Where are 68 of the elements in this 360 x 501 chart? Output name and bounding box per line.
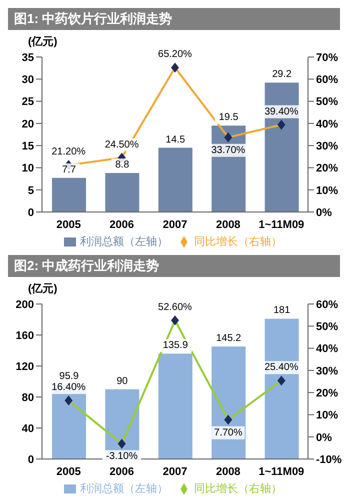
y-axis-title: (亿元): [28, 35, 58, 49]
data-label: 39.40%: [264, 106, 298, 118]
x-tick-label: 2007: [162, 466, 188, 478]
y-tick-label: 5: [28, 184, 34, 197]
y2-tick-label: 30%: [316, 140, 338, 152]
legend-label: 同比增长（右轴）: [194, 236, 282, 248]
data-label: 181: [273, 305, 291, 316]
x-tick-label: 2005: [56, 218, 81, 231]
data-label: 19.5: [218, 112, 239, 124]
y2-tick-label: 10%: [316, 410, 338, 422]
data-label: 16.40%: [52, 382, 86, 394]
y2-tick-label: 10%: [316, 184, 338, 197]
y2-tick-label: 50%: [316, 321, 338, 334]
y2-tick-label: 60%: [316, 298, 338, 311]
data-label: 29.2: [272, 69, 292, 80]
y2-tick-label: 50%: [316, 96, 338, 108]
data-label: 52.60%: [158, 302, 192, 313]
y-tick-label: 0: [28, 454, 34, 466]
y-tick-label: 10: [22, 162, 34, 175]
data-label: 145.2: [216, 332, 242, 344]
data-label: 7.70%: [214, 427, 242, 438]
y-tick-label: 15: [22, 140, 34, 152]
y-tick-label: 20: [22, 118, 34, 130]
x-tick-label: 2006: [110, 218, 134, 231]
legend-label: 利润总额（左轴）: [80, 236, 168, 248]
x-tick-label: 1~11M09: [258, 218, 304, 231]
data-label: 24.50%: [104, 139, 139, 150]
chart-title: 图1: 中药饮片行业利润走势: [8, 8, 340, 30]
legend-label: 利润总额（左轴）: [80, 483, 168, 495]
x-tick-label: 2008: [216, 466, 240, 478]
data-label: 95.9: [59, 371, 80, 382]
x-tick-label: 2006: [110, 466, 134, 478]
data-label: 25.40%: [264, 362, 298, 374]
y2-tick-label: 70%: [316, 52, 338, 64]
data-label: 65.20%: [158, 49, 192, 60]
x-tick-label: 2007: [162, 218, 188, 231]
x-tick-label: 1~11M09: [258, 466, 304, 478]
y-tick-label: 30: [22, 74, 34, 86]
y-axis-title: (亿元): [28, 282, 58, 296]
data-label: 21.20%: [52, 146, 86, 158]
y2-tick-label: 60%: [316, 74, 338, 86]
data-label: 8.8: [115, 160, 130, 171]
legend-label: 同比增长（右轴）: [194, 483, 282, 495]
data-label: 7.7: [62, 164, 76, 176]
x-tick-label: 2005: [56, 466, 81, 478]
y2-tick-label: 20%: [316, 387, 338, 400]
y2-tick-label: -10%: [316, 454, 342, 466]
y2-tick-label: 0%: [316, 432, 332, 444]
y-tick-label: 80: [22, 392, 34, 404]
y2-tick-label: 0%: [316, 206, 332, 219]
y-tick-label: 35: [22, 52, 34, 64]
y2-tick-label: 40%: [316, 343, 338, 356]
data-label: 135.9: [162, 340, 188, 352]
data-label: -3.10%: [106, 451, 138, 462]
chart-title: 图2: 中成药行业利润走势: [8, 255, 340, 277]
y2-tick-label: 30%: [316, 365, 338, 378]
y-tick-label: 0: [28, 206, 34, 219]
data-label: 90: [116, 376, 128, 387]
y-tick-label: 120: [16, 360, 34, 373]
y-tick-label: 25: [22, 96, 34, 108]
y2-tick-label: 40%: [316, 118, 338, 130]
x-tick-label: 2008: [216, 218, 240, 231]
y2-tick-label: 20%: [316, 162, 338, 175]
data-label: 33.70%: [211, 144, 246, 156]
data-label: 14.5: [166, 134, 186, 146]
y-tick-label: 160: [16, 330, 34, 342]
y-tick-label: 200: [16, 298, 34, 311]
y-tick-label: 40: [22, 422, 34, 435]
